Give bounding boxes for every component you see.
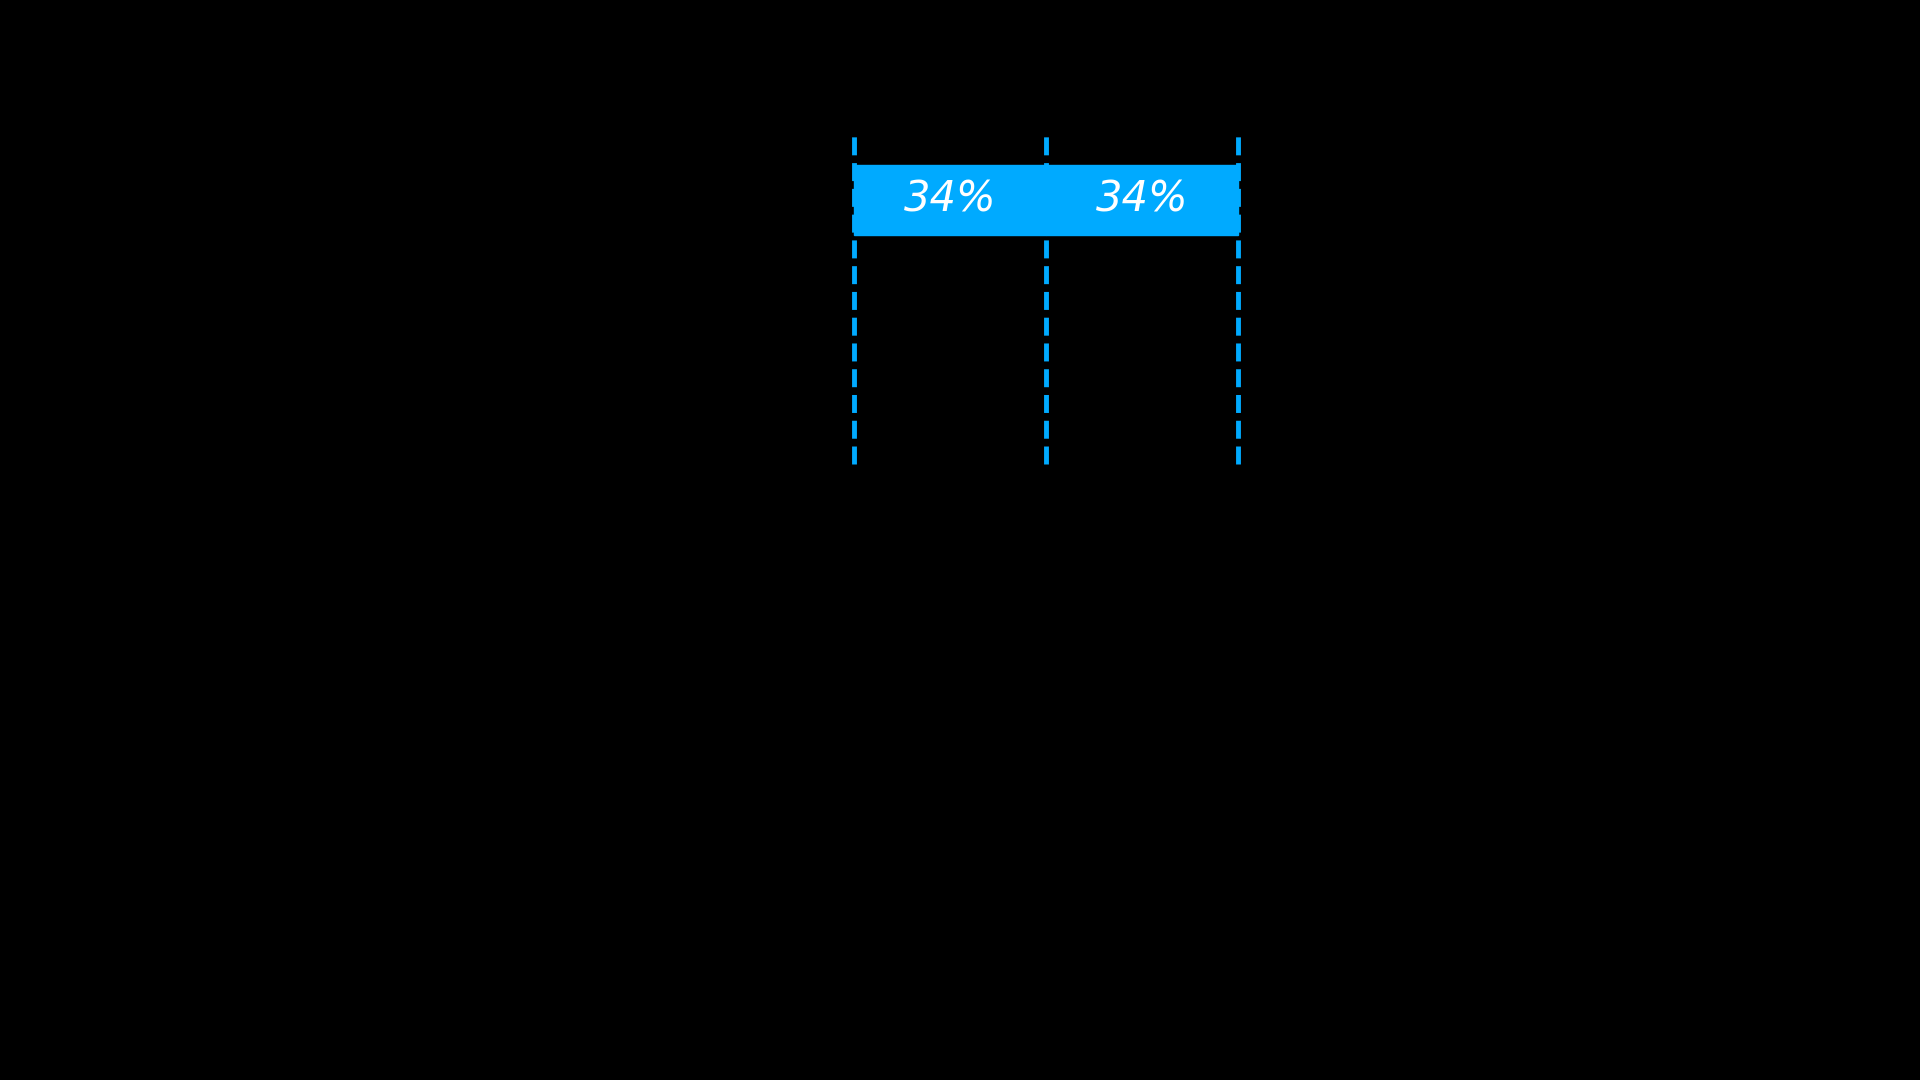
Text: 34%: 34% — [1096, 179, 1188, 220]
Text: 34%: 34% — [904, 179, 996, 220]
FancyBboxPatch shape — [1046, 164, 1238, 234]
FancyBboxPatch shape — [854, 164, 1046, 234]
